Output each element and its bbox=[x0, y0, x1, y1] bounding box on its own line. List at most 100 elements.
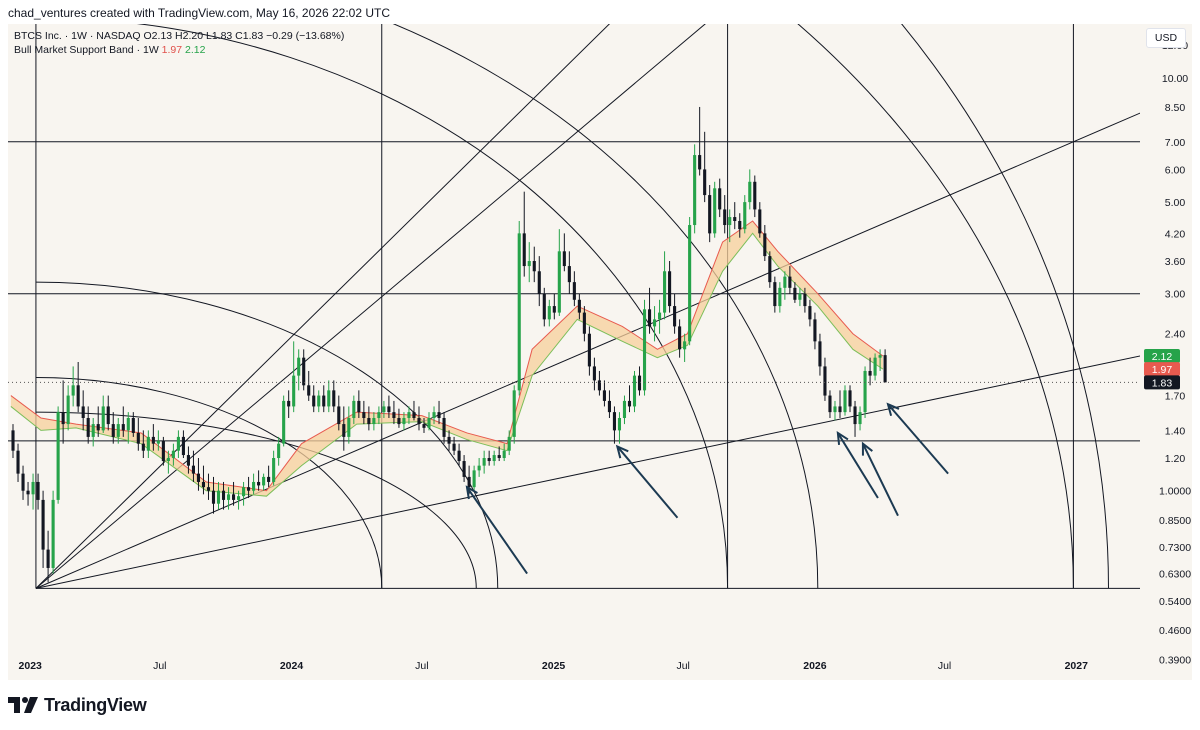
candle bbox=[637, 366, 642, 396]
candle-body bbox=[417, 418, 421, 425]
candle-body bbox=[387, 406, 391, 413]
candle-body bbox=[502, 450, 506, 459]
candle bbox=[818, 333, 822, 376]
candle bbox=[131, 412, 135, 437]
candle-body bbox=[66, 395, 70, 425]
candle-body bbox=[156, 440, 160, 444]
candle bbox=[146, 430, 150, 459]
candle-body bbox=[377, 412, 381, 419]
candle-body bbox=[642, 309, 647, 391]
candle-body bbox=[708, 195, 712, 234]
candle-body bbox=[527, 261, 531, 267]
candle-body bbox=[813, 319, 817, 342]
candle bbox=[748, 169, 752, 210]
candle-body bbox=[191, 465, 195, 474]
candle-body bbox=[457, 450, 461, 462]
candle-body bbox=[362, 412, 366, 419]
y-axis-tick-label: 0.5400 bbox=[1159, 596, 1191, 608]
candle bbox=[407, 406, 411, 425]
candle bbox=[457, 443, 461, 466]
candle bbox=[297, 349, 301, 391]
candle-body bbox=[257, 481, 261, 486]
candle-body bbox=[352, 400, 356, 419]
candle bbox=[191, 450, 195, 482]
candle bbox=[392, 400, 396, 425]
candle bbox=[111, 412, 115, 444]
candle-body bbox=[231, 494, 236, 500]
fib-arc bbox=[797, 24, 1074, 589]
candle bbox=[843, 385, 847, 416]
candle-body bbox=[282, 400, 286, 444]
plot-area bbox=[8, 24, 1140, 589]
candle bbox=[61, 380, 65, 444]
chart-panel[interactable]: 12.0010.008.507.006.005.004.203.603.002.… bbox=[8, 24, 1192, 680]
candle-body bbox=[738, 221, 742, 230]
candle bbox=[171, 443, 175, 466]
candle bbox=[607, 390, 611, 419]
candle-body bbox=[773, 282, 777, 307]
candle bbox=[447, 430, 451, 451]
candle-body bbox=[402, 418, 406, 425]
price-badge-label: 2.12 bbox=[1152, 351, 1173, 363]
y-axis-tick-label: 0.6300 bbox=[1159, 569, 1191, 581]
candle-body bbox=[161, 440, 165, 462]
candle bbox=[387, 395, 391, 419]
candle-body bbox=[663, 271, 667, 313]
candle bbox=[828, 390, 832, 419]
candle-body bbox=[658, 312, 662, 320]
candle-body bbox=[743, 202, 747, 230]
y-axis-tick-label: 1.40 bbox=[1165, 425, 1186, 437]
candle bbox=[587, 326, 591, 376]
price-chart[interactable]: 12.0010.008.507.006.005.004.203.603.002.… bbox=[8, 24, 1192, 680]
candle bbox=[76, 361, 80, 413]
candle-body bbox=[868, 370, 872, 376]
candle bbox=[156, 430, 160, 451]
candle bbox=[51, 490, 55, 574]
candle bbox=[642, 299, 647, 396]
symbol-legend[interactable]: BTCS Inc. · 1W · NASDAQ O2.13 H2.20 L1.8… bbox=[14, 30, 345, 42]
candle bbox=[572, 271, 576, 307]
candle bbox=[357, 390, 361, 419]
indicator-legend[interactable]: Bull Market Support Band · 1W 1.97 2.12 bbox=[14, 44, 205, 56]
candle bbox=[201, 465, 206, 495]
candle bbox=[267, 465, 271, 488]
candle bbox=[813, 312, 817, 350]
arrow-shaft bbox=[466, 486, 528, 575]
candle-body bbox=[477, 465, 481, 471]
x-axis-tick-label: 2024 bbox=[280, 660, 304, 672]
candle bbox=[292, 341, 296, 413]
candle bbox=[432, 406, 436, 425]
candle bbox=[487, 450, 491, 466]
candle-body bbox=[136, 432, 140, 444]
candle-body bbox=[302, 357, 306, 386]
tradingview-logo[interactable]: TradingView bbox=[8, 693, 147, 717]
candle-body bbox=[673, 306, 677, 327]
chart-attribution: chad_ventures created with TradingView.c… bbox=[8, 6, 390, 20]
candle-body bbox=[111, 424, 115, 437]
candle-body bbox=[492, 455, 496, 462]
candle bbox=[868, 357, 872, 386]
candle-body bbox=[422, 424, 426, 428]
candle bbox=[753, 175, 757, 218]
candle-body bbox=[151, 436, 155, 444]
candle bbox=[282, 395, 286, 447]
candle bbox=[136, 418, 140, 451]
fib-arc bbox=[392, 24, 819, 589]
candle bbox=[332, 380, 336, 413]
candle-body bbox=[106, 406, 110, 425]
fan-trendline bbox=[35, 24, 611, 589]
currency-button[interactable]: USD bbox=[1146, 28, 1186, 48]
candle bbox=[848, 385, 852, 413]
candle-body bbox=[848, 390, 852, 407]
y-axis-tick-label: 0.7300 bbox=[1159, 542, 1191, 554]
candle bbox=[703, 131, 707, 203]
candle-body bbox=[51, 499, 55, 568]
candle bbox=[668, 261, 672, 313]
candle-body bbox=[547, 306, 551, 320]
candle-body bbox=[637, 375, 642, 391]
candle-body bbox=[552, 306, 556, 313]
y-axis-tick-label: 1.0000 bbox=[1159, 486, 1191, 498]
candle bbox=[823, 357, 827, 401]
price-badge-bg bbox=[1144, 362, 1180, 377]
candle-body bbox=[507, 436, 511, 451]
